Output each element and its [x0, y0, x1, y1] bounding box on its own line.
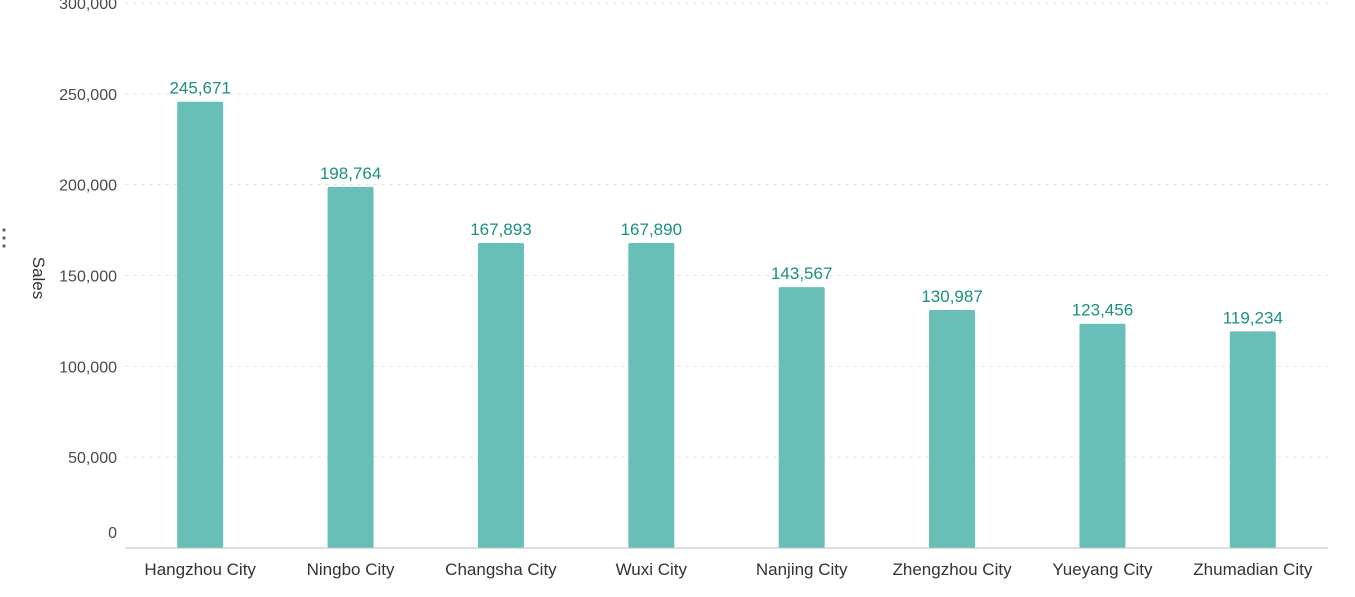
- data-label: 167,893: [470, 220, 531, 239]
- y-axis-tick-labels: 0 50,000 100,000 150,000 200,000 250,000 300,0…: [59, 0, 117, 542]
- bar[interactable]: [628, 242, 675, 549]
- data-label: 143,567: [771, 264, 832, 283]
- data-label: 130,987: [921, 287, 982, 306]
- x-tick-label: Yueyang City: [1052, 560, 1153, 579]
- data-label: 167,890: [621, 220, 682, 239]
- bar[interactable]: [1079, 323, 1126, 548]
- bars: [177, 101, 1276, 549]
- x-tick-label: Changsha City: [445, 560, 557, 579]
- bar[interactable]: [177, 101, 224, 548]
- x-tick-label: Zhumadian City: [1193, 560, 1313, 579]
- data-label: 123,456: [1072, 301, 1133, 320]
- x-tick-label: Zhengzhou City: [893, 560, 1013, 579]
- grid-lines: [125, 2, 1328, 458]
- y-tick-label: 200,000: [59, 178, 117, 195]
- x-tick-label: Ningbo City: [307, 560, 395, 579]
- bar[interactable]: [477, 242, 524, 548]
- x-tick-label: Nanjing City: [756, 560, 848, 579]
- bar[interactable]: [778, 287, 825, 548]
- y-tick-label: 100,000: [59, 359, 117, 376]
- y-tick-label: 300,000: [59, 0, 117, 13]
- y-tick-label: 0: [108, 525, 117, 542]
- data-labels: 245,671 198,764 167,893 167,890 143,567 130,9…: [169, 79, 1282, 328]
- x-tick-label: Wuxi City: [616, 560, 688, 579]
- data-label: 245,671: [169, 79, 230, 98]
- vertical-ellipsis-icon[interactable]: [2, 228, 6, 248]
- x-tick-label: Hangzhou City: [144, 560, 256, 579]
- y-tick-label: 250,000: [59, 87, 117, 104]
- y-axis-title: Sales: [29, 257, 48, 300]
- y-tick-label: 50,000: [68, 450, 117, 467]
- data-label: 198,764: [320, 164, 381, 183]
- bar[interactable]: [1229, 331, 1276, 548]
- data-label: 119,234: [1223, 308, 1283, 327]
- bar[interactable]: [327, 186, 374, 549]
- bar[interactable]: [929, 310, 976, 548]
- x-axis-tick-labels: Hangzhou City Ningbo City Changsha City Wux…: [144, 560, 1312, 579]
- y-tick-label: 150,000: [59, 269, 117, 286]
